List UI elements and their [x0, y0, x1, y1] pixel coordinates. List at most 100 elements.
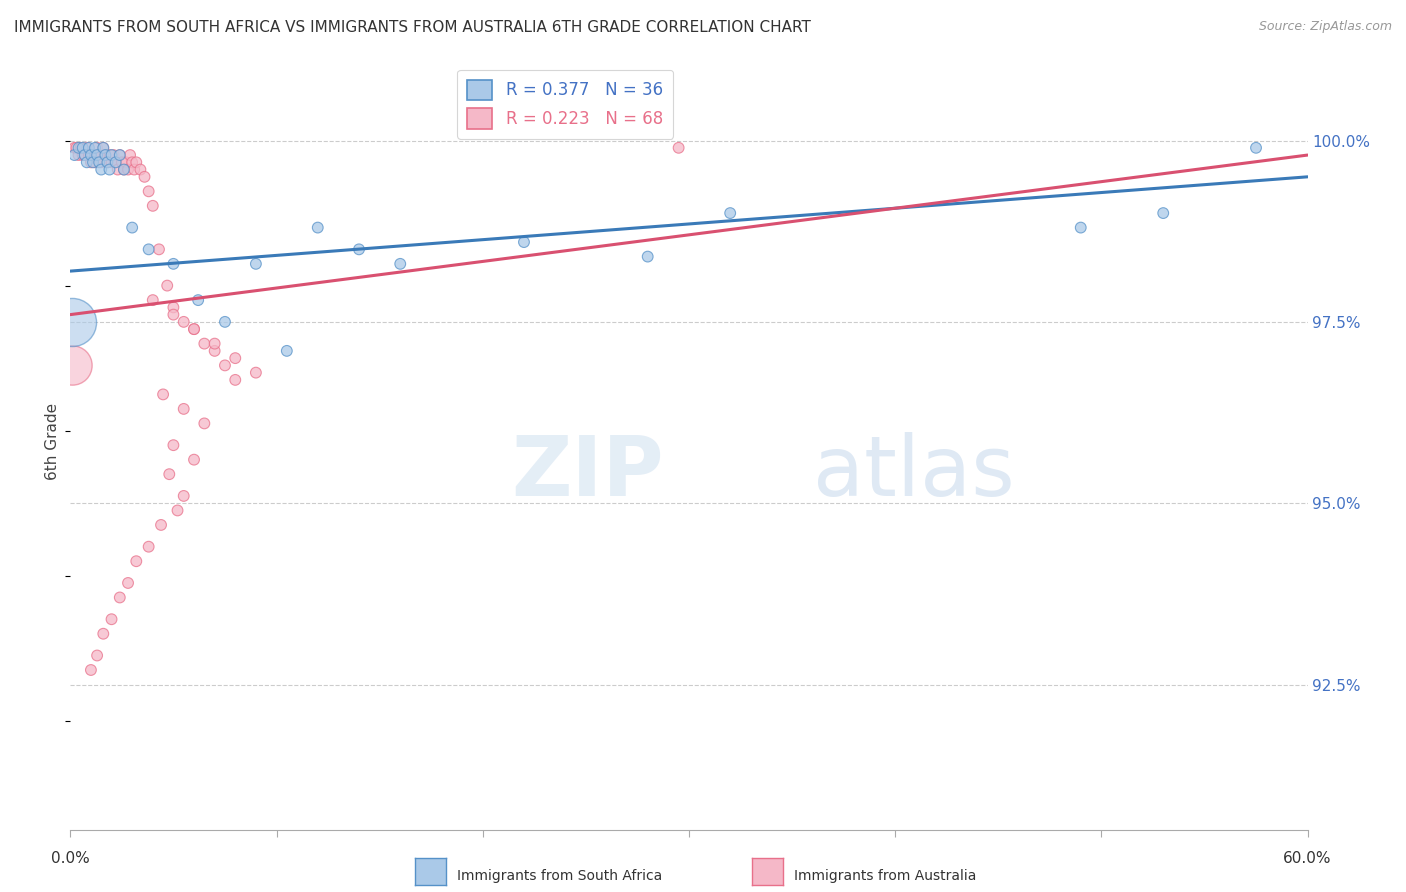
Point — [224, 373, 246, 387]
Point — [86, 648, 108, 663]
Point — [173, 489, 195, 503]
Point — [77, 141, 100, 155]
Point — [104, 155, 127, 169]
Text: 60.0%: 60.0% — [1284, 851, 1331, 866]
Point — [214, 315, 236, 329]
Point — [668, 141, 690, 155]
Point — [193, 336, 215, 351]
Point — [86, 141, 108, 155]
Point — [245, 257, 267, 271]
Point — [115, 155, 138, 169]
Point — [104, 155, 127, 169]
Point — [77, 148, 100, 162]
Point — [125, 155, 148, 169]
Point — [120, 148, 142, 162]
Point — [1070, 220, 1092, 235]
Point — [129, 162, 152, 177]
Point — [389, 257, 412, 271]
Point — [245, 366, 267, 380]
Point — [347, 243, 370, 257]
Legend: R = 0.377   N = 36, R = 0.223   N = 68: R = 0.377 N = 36, R = 0.223 N = 68 — [457, 70, 673, 138]
Point — [63, 148, 86, 162]
Point — [117, 576, 139, 591]
Point — [224, 351, 246, 365]
Point — [94, 148, 117, 162]
Point — [96, 155, 118, 169]
Point — [1152, 206, 1174, 220]
Point — [86, 148, 108, 162]
Point — [157, 467, 180, 482]
Point — [82, 155, 104, 169]
Point — [307, 220, 329, 235]
Point — [148, 243, 170, 257]
Point — [117, 162, 139, 177]
Point — [142, 293, 165, 307]
Point — [84, 155, 107, 169]
Point — [84, 141, 107, 155]
Point — [108, 148, 131, 162]
Point — [91, 626, 114, 640]
Point — [183, 322, 205, 336]
Point — [91, 141, 114, 155]
Point — [89, 155, 111, 169]
Point — [90, 162, 112, 177]
Point — [1244, 141, 1267, 155]
Point — [111, 155, 134, 169]
Point — [162, 308, 184, 322]
Text: atlas: atlas — [813, 432, 1014, 513]
Point — [67, 148, 90, 162]
Point — [138, 243, 160, 257]
Point — [150, 518, 173, 533]
Point — [98, 162, 121, 177]
Point — [108, 591, 131, 605]
Point — [162, 257, 184, 271]
Point — [112, 162, 135, 177]
Point — [121, 155, 143, 169]
Point — [80, 155, 103, 169]
Point — [183, 452, 205, 467]
Point — [100, 155, 122, 169]
Point — [173, 315, 195, 329]
Point — [73, 148, 96, 162]
Point — [73, 148, 96, 162]
Point — [162, 438, 184, 452]
Point — [187, 293, 209, 307]
Point — [100, 612, 122, 626]
Point — [138, 184, 160, 198]
Point — [60, 359, 83, 373]
Point — [94, 148, 117, 162]
Point — [80, 148, 103, 162]
Point — [173, 401, 195, 416]
Point — [100, 148, 122, 162]
Point — [122, 162, 145, 177]
Point — [193, 417, 215, 431]
Point — [65, 141, 87, 155]
Point — [138, 540, 160, 554]
Point — [89, 148, 111, 162]
Point — [156, 278, 179, 293]
Point — [112, 162, 135, 177]
Point — [134, 169, 156, 184]
Point — [72, 148, 94, 162]
Point — [69, 141, 91, 155]
Point — [91, 141, 114, 155]
Point — [142, 199, 165, 213]
Point — [162, 301, 184, 315]
Point — [63, 141, 86, 155]
Point — [90, 155, 112, 169]
Point — [152, 387, 174, 401]
Point — [82, 148, 104, 162]
Point — [60, 315, 83, 329]
Point — [76, 141, 98, 155]
Point — [76, 155, 98, 169]
Point — [204, 336, 226, 351]
Text: Immigrants from Australia: Immigrants from Australia — [794, 869, 977, 883]
Point — [125, 554, 148, 568]
Point — [108, 148, 131, 162]
Point — [276, 343, 298, 358]
Y-axis label: 6th Grade: 6th Grade — [45, 403, 60, 480]
Point — [121, 220, 143, 235]
Point — [72, 141, 94, 155]
Text: Immigrants from South Africa: Immigrants from South Africa — [457, 869, 662, 883]
Point — [513, 235, 536, 249]
